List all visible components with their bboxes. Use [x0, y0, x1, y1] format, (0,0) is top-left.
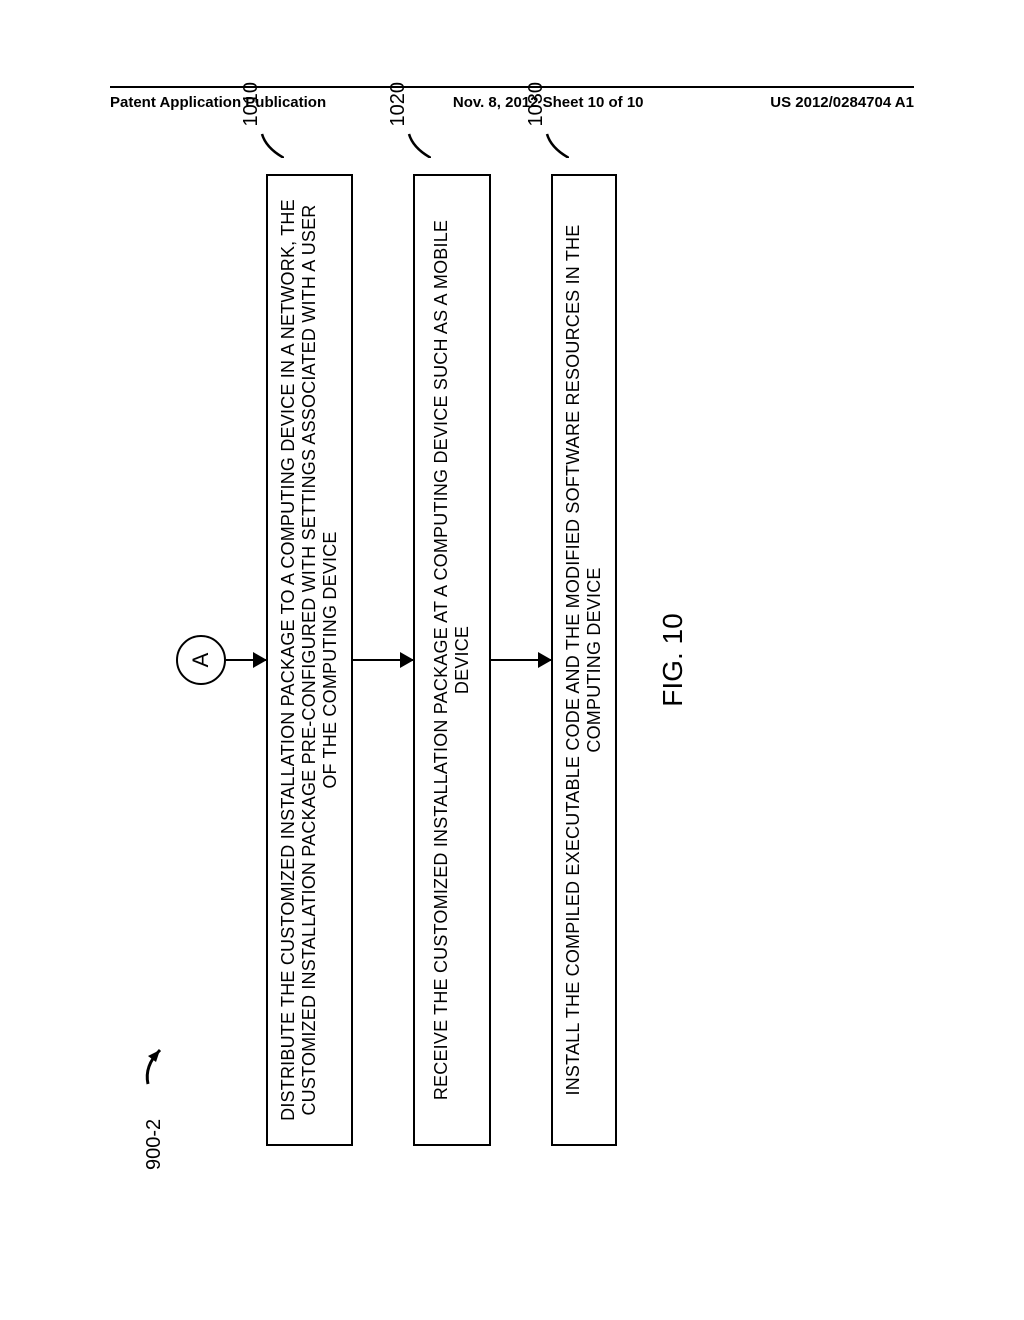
leader-line-icon — [543, 128, 569, 158]
reference-row: 900-2 — [142, 120, 166, 1200]
step-text: INSTALL THE COMPILED EXECUTABLE CODE AND… — [563, 190, 605, 1130]
step-text: RECEIVE THE CUSTOMIZED INSTALLATION PACK… — [431, 190, 473, 1130]
page: Patent Application Publication Nov. 8, 2… — [0, 0, 1024, 1320]
reference-arrow-icon — [142, 1050, 166, 1090]
step-box-1010: DISTRIBUTE THE CUSTOMIZED INSTALLATION P… — [266, 174, 353, 1146]
step-box-1020: RECEIVE THE CUSTOMIZED INSTALLATION PACK… — [413, 174, 491, 1146]
flowchart-inner: 900-2 A DISTRIBUTE THE CUSTOMIZED INSTAL… — [142, 120, 882, 1200]
arrow-down-icon — [491, 659, 551, 662]
arrow-down-icon — [226, 659, 266, 662]
step-row: DISTRIBUTE THE CUSTOMIZED INSTALLATION P… — [266, 120, 353, 1200]
arrow-down-icon — [353, 659, 413, 662]
figure-caption: FIG. 10 — [657, 613, 689, 706]
page-header: Patent Application Publication Nov. 8, 2… — [110, 86, 914, 111]
header-center: Nov. 8, 2012 Sheet 10 of 10 — [453, 94, 644, 111]
connector-a: A — [176, 635, 226, 685]
flowchart: 900-2 A DISTRIBUTE THE CUSTOMIZED INSTAL… — [142, 120, 882, 1200]
leader-line-icon — [405, 128, 431, 158]
connector-label: A — [188, 653, 214, 668]
step-id-label: 1020 — [387, 82, 410, 127]
step-id-label: 1030 — [525, 82, 548, 127]
step-row: RECEIVE THE CUSTOMIZED INSTALLATION PACK… — [413, 120, 491, 1200]
reference-number: 900-2 — [143, 1119, 166, 1170]
header-left: Patent Application Publication — [110, 94, 326, 111]
header-right: US 2012/0284704 A1 — [770, 94, 914, 111]
leader-line-icon — [258, 128, 284, 158]
step-row: INSTALL THE COMPILED EXECUTABLE CODE AND… — [551, 120, 617, 1200]
step-id-label: 1010 — [240, 82, 263, 127]
step-text: DISTRIBUTE THE CUSTOMIZED INSTALLATION P… — [278, 190, 341, 1130]
step-box-1030: INSTALL THE COMPILED EXECUTABLE CODE AND… — [551, 174, 617, 1146]
